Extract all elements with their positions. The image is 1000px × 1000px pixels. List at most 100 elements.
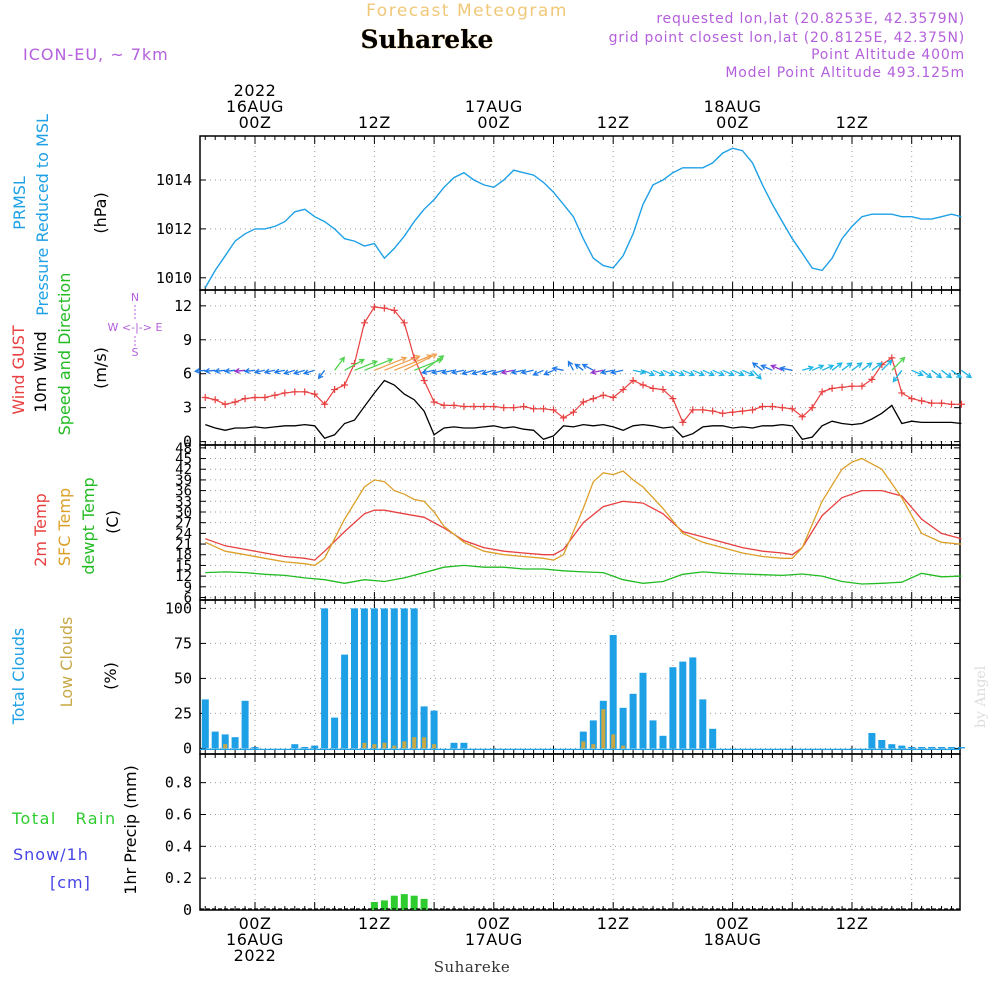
header: Forecast Meteogram Suhareke ICON-EU, ~ 7…	[23, 1, 989, 976]
wind-gust-marker	[659, 386, 667, 394]
wind-direction-arrow	[223, 367, 236, 374]
low-cloud-bar	[611, 734, 616, 749]
total-cloud-bar	[360, 608, 368, 749]
panel-frame	[199, 135, 961, 291]
credit-watermark: by Angel	[973, 665, 989, 728]
wind-direction-arrow	[334, 356, 346, 371]
wind-direction-arrow	[450, 369, 465, 375]
wind-gust-marker	[868, 375, 876, 383]
total-cloud-bar	[928, 747, 936, 749]
total-cloud-bar	[589, 720, 597, 749]
wind-gust-marker	[341, 381, 349, 389]
wind-gust-marker	[550, 406, 557, 414]
wind-direction-arrow	[440, 368, 455, 375]
y-tick-label: 0.2	[165, 869, 192, 887]
wind-direction-arrow	[921, 369, 933, 379]
wind-direction-arrow	[871, 362, 883, 371]
bottom-time-label: 18AUG	[704, 930, 762, 949]
wind-direction-arrow	[253, 368, 266, 375]
wind-direction-arrow	[760, 364, 773, 371]
wind-direction-arrow	[892, 369, 903, 383]
wind-gust-marker	[321, 400, 329, 408]
label-percent: (%)	[101, 662, 120, 690]
y-tick-label: 21	[175, 537, 192, 553]
top-time-label: 12Z	[358, 113, 391, 132]
total-cloud-bar	[938, 747, 945, 749]
label-prmsl: PRMSL	[10, 176, 29, 230]
wind-gust-marker	[380, 304, 388, 312]
wind-gust-marker	[768, 403, 776, 411]
total-cloud-bar	[380, 608, 388, 749]
low-cloud-bar	[402, 741, 407, 749]
low-cloud-bar	[382, 742, 387, 749]
wind-direction-arrow	[672, 369, 686, 377]
top-time-label: 00Z	[239, 113, 272, 132]
wind-direction-arrow	[430, 369, 445, 375]
label-dewpt-temp: dewpt Temp	[79, 477, 98, 574]
label-total-clouds: Total Clouds	[9, 628, 28, 726]
total-cloud-bar	[609, 635, 617, 749]
y-tick-label: 24	[175, 526, 192, 542]
wind-direction-arrow	[384, 354, 421, 371]
total-cloud-bar	[351, 608, 358, 749]
total-cloud-bar	[669, 667, 677, 749]
label-low-clouds: Low Clouds	[57, 617, 76, 708]
bottom-time-label: 12Z	[358, 914, 391, 933]
total-cloud-bar	[908, 747, 916, 749]
wind-gust-marker	[420, 377, 428, 385]
wind-direction-arrow	[471, 369, 485, 376]
total-cloud-bar	[888, 744, 896, 749]
total-cloud-bar	[629, 693, 637, 749]
temp-sfc-line	[205, 457, 962, 567]
y-tick-label: 0	[183, 433, 192, 451]
wind-gust-marker	[699, 406, 707, 414]
wind-direction-arrow	[841, 362, 853, 371]
model-label: ICON-EU, ~ 7km	[23, 45, 169, 64]
wind-direction-arrow	[302, 369, 315, 376]
total-cloud-bar	[460, 742, 468, 749]
total-cloud-bar	[699, 699, 707, 749]
wind-direction-arrow	[364, 357, 394, 371]
total-cloud-bar	[291, 744, 299, 749]
y-tick-label: 39	[175, 473, 192, 489]
label-2m-temp: 2m Temp	[31, 493, 50, 567]
compass-north: N	[131, 291, 139, 304]
y-tick-label: 12	[175, 569, 192, 585]
label-pressure-msl: Pressure Reduced to MSL	[33, 114, 52, 316]
wind-gust-marker	[808, 404, 816, 412]
total-cloud-bar	[241, 700, 249, 749]
wind-direction-arrow	[233, 367, 246, 374]
wind-gust-marker	[838, 383, 846, 391]
panel-frame	[199, 753, 961, 911]
wind-direction-arrow	[461, 369, 475, 376]
top-time-label: 00Z	[716, 113, 749, 132]
wind-gust-marker	[749, 406, 756, 414]
wind-direction-arrow	[652, 369, 666, 377]
wind-direction-arrow	[213, 367, 226, 374]
low-cloud-bar	[591, 744, 596, 749]
wind-direction-arrow	[742, 369, 755, 377]
wind-gust-marker	[679, 418, 687, 426]
y-tick-label: 100	[165, 599, 192, 617]
total-cloud-bar	[649, 720, 657, 749]
panel-5: 0 0.2 0.4 0.6 0.8	[165, 753, 961, 919]
chart-title: Forecast Meteogram	[366, 1, 568, 21]
bottom-time-label: 16AUG	[226, 930, 284, 949]
y-tick-label: 12	[174, 297, 192, 315]
wind-direction-arrow	[532, 369, 544, 376]
wind-direction-arrow	[344, 358, 365, 371]
wind-direction-arrow	[317, 369, 326, 380]
total-cloud-bar	[231, 737, 239, 749]
wind-direction-arrow	[551, 366, 564, 372]
wind-gust-marker	[450, 401, 458, 409]
label-1hr-precip: 1hr Precip (mm)	[121, 765, 140, 895]
wind-gust-marker	[928, 399, 936, 407]
wind-gust-marker	[301, 388, 309, 396]
total-cloud-bar	[659, 735, 667, 749]
wind-direction-arrow	[404, 353, 438, 371]
y-tick-label: 15	[175, 558, 192, 574]
y-tick-label: 18	[175, 548, 192, 564]
wind-gust-marker	[788, 405, 796, 413]
label-wind-gust: Wind GUST	[9, 325, 28, 415]
bottom-time-label: 00Z	[239, 914, 272, 933]
